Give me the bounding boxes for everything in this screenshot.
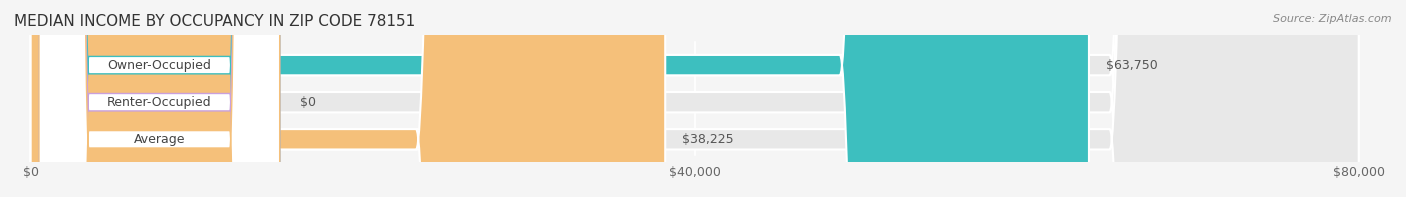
Text: Source: ZipAtlas.com: Source: ZipAtlas.com [1274, 14, 1392, 24]
FancyBboxPatch shape [31, 0, 1358, 197]
FancyBboxPatch shape [31, 0, 665, 197]
Text: Owner-Occupied: Owner-Occupied [107, 59, 211, 72]
Text: Average: Average [134, 133, 186, 146]
FancyBboxPatch shape [39, 0, 280, 197]
Text: $63,750: $63,750 [1105, 59, 1157, 72]
FancyBboxPatch shape [31, 0, 1358, 197]
FancyBboxPatch shape [31, 0, 1358, 197]
FancyBboxPatch shape [39, 0, 280, 197]
Text: $38,225: $38,225 [682, 133, 734, 146]
FancyBboxPatch shape [31, 0, 1090, 197]
Text: $0: $0 [299, 96, 315, 109]
FancyBboxPatch shape [39, 0, 280, 197]
Text: Renter-Occupied: Renter-Occupied [107, 96, 212, 109]
Text: MEDIAN INCOME BY OCCUPANCY IN ZIP CODE 78151: MEDIAN INCOME BY OCCUPANCY IN ZIP CODE 7… [14, 14, 415, 29]
